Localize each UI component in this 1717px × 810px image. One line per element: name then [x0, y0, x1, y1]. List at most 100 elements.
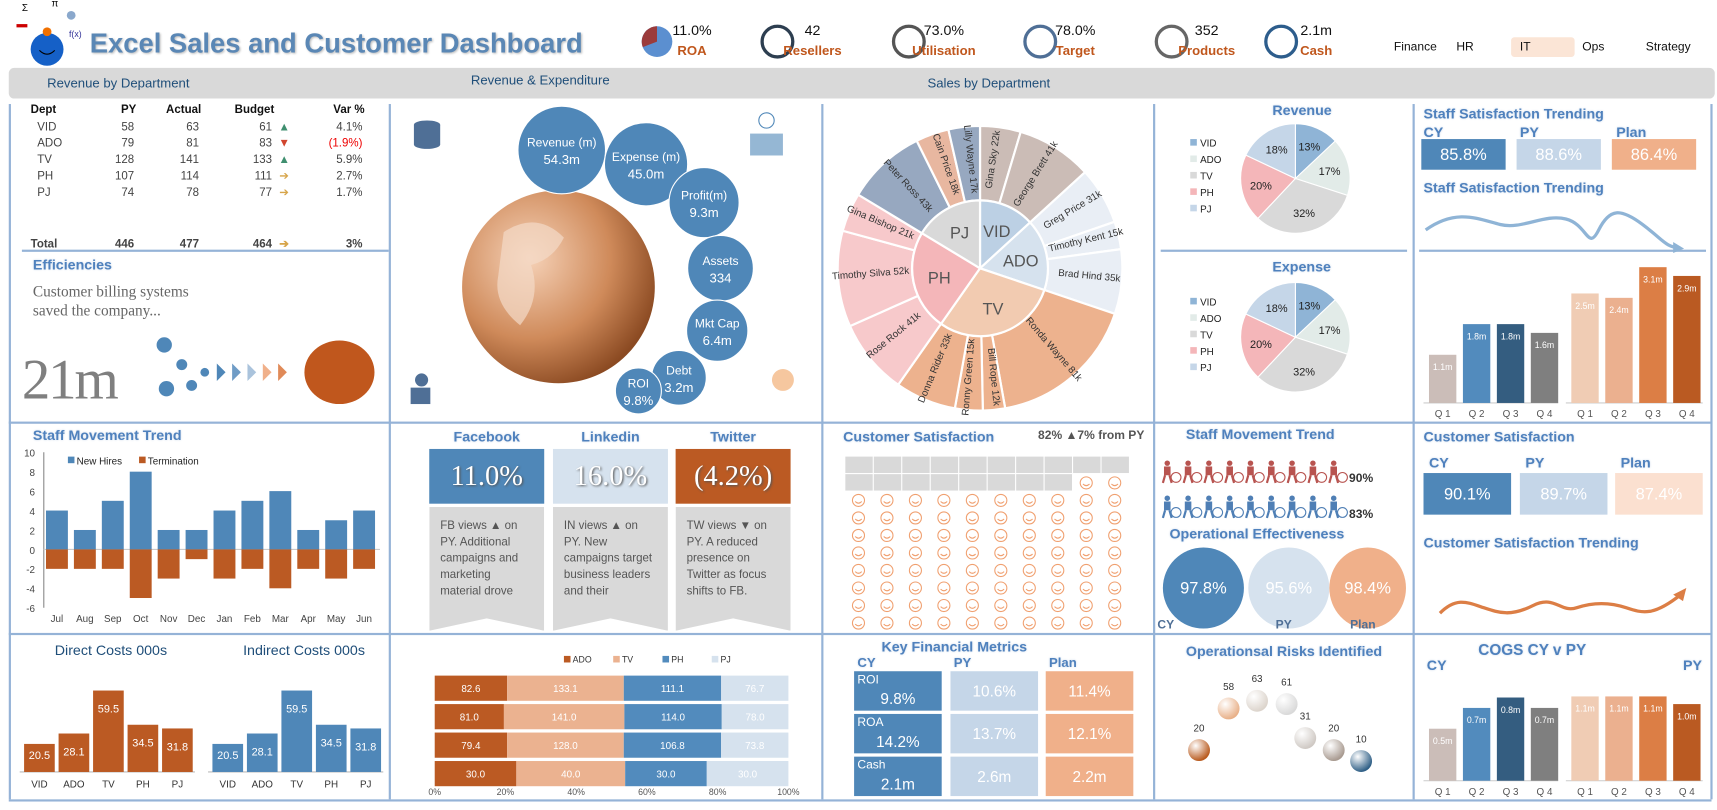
cogs-cy-bar-label: 0.7m	[1535, 715, 1554, 725]
risk-value: 58	[1223, 682, 1234, 693]
unsatisfied-cell	[1016, 456, 1044, 474]
cell-actual: 63	[186, 119, 199, 134]
divider	[1160, 249, 1408, 252]
sunburst-person-label: Ronny Green 15k	[960, 338, 977, 416]
cogs-bar-chart: 0.5m Q 1 0.7m Q 2 0.8m Q 3 0.7m Q 4 1.1m Q 1 1.1m Q…	[1423, 696, 1703, 798]
table-row: PJ 74 78 77 ➔ 1.7%	[31, 184, 365, 200]
cost-category-label: PJ	[360, 779, 372, 790]
unsatisfied-cell	[1016, 474, 1044, 491]
smiley-icon	[937, 493, 951, 507]
legend-label: Termination	[148, 456, 199, 467]
kfm-roa-plan: 12.1%	[1045, 713, 1134, 754]
operational-risks-title: Operationsal Risks Identified	[1185, 642, 1383, 660]
x-tick-label: Jul	[51, 614, 64, 625]
kpi-label: Utilisation	[912, 42, 976, 59]
table-row: PH 107 114 111 ➔ 2.7%	[31, 168, 365, 184]
efficiencies-line1: Customer billing systems	[32, 284, 189, 302]
person-lifting-icon	[410, 373, 431, 405]
stacked-segment-label: 111.1	[661, 684, 684, 695]
smiley-icon	[1051, 546, 1065, 560]
nav-tab-it[interactable]: IT	[1511, 37, 1575, 57]
legend-swatch	[67, 456, 75, 464]
kpi-value: 78.0%	[1055, 21, 1096, 39]
cell-py: 58	[121, 119, 135, 134]
stacked-segment-label: 73.8	[745, 741, 765, 752]
staff-satisfaction-plan: 86.4%	[1611, 139, 1697, 170]
smiley-icon	[851, 616, 866, 630]
cogs-cy-bar-label: 0.7m	[1467, 715, 1486, 725]
smiley-icon	[1051, 581, 1065, 595]
cogs-py-category-label: Q 4	[1679, 787, 1695, 798]
legend-swatch	[1190, 171, 1197, 179]
person-clock-icon	[1286, 495, 1307, 519]
cost-bar-label: 34.5	[321, 738, 342, 750]
person-clock-icon	[1328, 495, 1348, 519]
divider	[821, 104, 823, 800]
risk-sphere	[1350, 750, 1373, 772]
termination-bar	[353, 549, 376, 569]
legend-label: ADO	[1200, 155, 1222, 166]
smiley-icon	[937, 581, 951, 595]
rev-cy-category-label: Q 1	[1435, 409, 1451, 420]
py-label: PY	[1683, 657, 1703, 674]
termination-bar	[101, 549, 124, 569]
smiley-icon	[937, 616, 951, 630]
smiley-icon	[1108, 563, 1122, 578]
cell-var: 3%	[345, 237, 363, 251]
smiley-icon	[1051, 493, 1065, 507]
cogs-cy-bar	[1530, 707, 1559, 781]
bubble-value: 3.2m	[664, 380, 693, 395]
bubble-value: 54.3m	[543, 152, 580, 167]
pie-slice-label: 18%	[1266, 144, 1288, 156]
person-clock-icon	[1161, 460, 1182, 484]
cell-actual: 81	[186, 136, 199, 150]
smiley-icon	[1108, 581, 1122, 595]
kfm-row-label: Cash	[857, 758, 886, 772]
stacked-segment-pj	[721, 704, 789, 730]
trend-arrow-icon: ▲	[278, 152, 290, 166]
nav-tab-strategy[interactable]: Strategy	[1645, 40, 1691, 54]
nav-tab-hr[interactable]: HR	[1456, 40, 1474, 54]
col-header: Budget	[234, 102, 275, 117]
cell-actual: 477	[179, 237, 199, 251]
person-clock-icon	[891, 24, 926, 59]
person-clock-icon	[1161, 495, 1182, 519]
new-hires-bar	[325, 520, 348, 550]
x-tick-label: Dec	[188, 614, 206, 625]
nav-tab-finance[interactable]: Finance	[1393, 40, 1437, 54]
pie-slice-label: 18%	[1266, 303, 1288, 315]
y-tick-label: 10	[24, 449, 35, 460]
smiley-icon	[880, 546, 894, 560]
stacked-segment-ado	[434, 704, 504, 730]
risk-value: 61	[1281, 677, 1292, 688]
pie-slice-ph	[1240, 313, 1297, 378]
staff-movement-people-title: Staff Movement Trend	[1185, 425, 1335, 443]
cogs-cy-category-label: Q 1	[1435, 787, 1451, 798]
nav-tab-ops[interactable]: Ops	[1582, 40, 1605, 54]
kpi-label: Target	[1055, 42, 1095, 59]
operational-effectiveness-title: Operational Effectiveness	[1169, 525, 1345, 543]
stacked-segment-label: 141.0	[552, 713, 577, 724]
cell-py: 74	[121, 185, 135, 199]
legend-swatch	[1190, 155, 1197, 163]
bubble-revenue-m-: Revenue (m) 54.3m	[517, 105, 607, 195]
divider	[8, 421, 1712, 424]
section-title-revenue-expenditure: Revenue & Expenditure	[470, 72, 610, 88]
stacked-segment-pj	[721, 675, 789, 701]
smiley-icon	[1022, 598, 1036, 613]
legend-swatch	[1190, 330, 1197, 338]
y-tick-label: 6	[30, 487, 36, 498]
cy-label: CY	[1428, 454, 1449, 471]
smiley-icon	[994, 528, 1008, 543]
plan-label: Plan	[1620, 454, 1651, 471]
rev-cy-bar-label: 1.8m	[1467, 331, 1486, 341]
bubble-value: 9.8%	[623, 393, 653, 408]
person-clock-icon	[1224, 495, 1244, 519]
col-header: PY	[120, 102, 137, 117]
termination-bar	[241, 549, 264, 569]
svg-text:Σ: Σ	[22, 3, 28, 14]
person-clock-icon	[1203, 460, 1224, 484]
customer-satisfaction-summary: 82% ▲7% from PY	[1038, 429, 1145, 443]
sunburst-department-label: TV	[982, 300, 1003, 318]
staff-satisfaction-trending-title: Staff Satisfaction Trending	[1423, 179, 1604, 197]
